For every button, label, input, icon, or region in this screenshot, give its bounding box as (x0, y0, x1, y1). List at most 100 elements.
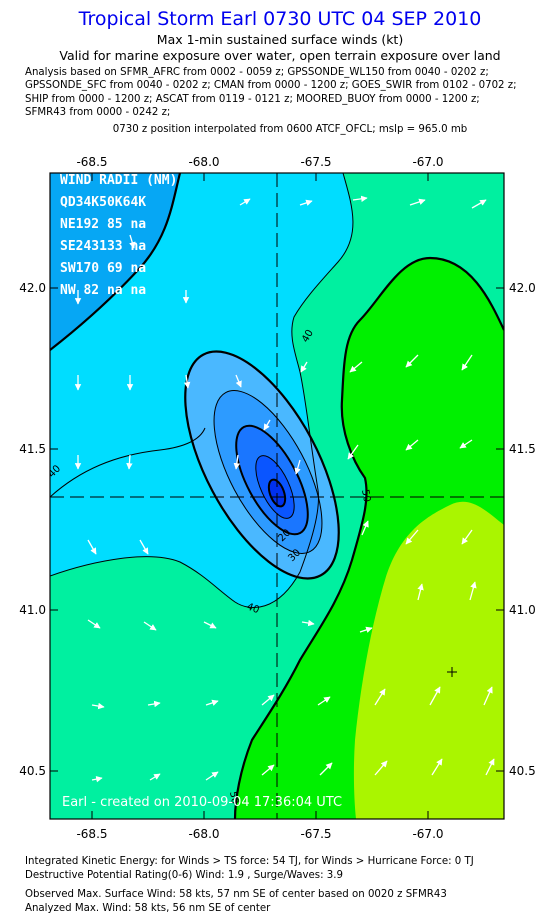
position-line: 0730 z position interpolated from 0600 A… (112, 124, 468, 135)
lon-tick-label-bottom: -67.0 (412, 827, 443, 840)
wind-vector-arrow (235, 374, 242, 388)
wind-vector-arrow (299, 199, 313, 206)
wind-vector-arrow (233, 454, 241, 470)
analysis-line: SHIP from 0000 - 1200 z; ASCAT from 0119… (25, 93, 480, 105)
contour-core-20 (235, 424, 309, 536)
wind-vector-arrow (347, 444, 359, 460)
creation-watermark: Earl - created on 2010-09-04 17:36:04 UT… (62, 795, 342, 810)
map-subtitle: Max 1-min sustained surface winds (kt) (156, 32, 404, 47)
wind-vector-arrow (263, 419, 271, 431)
wind-vector-arrow (147, 700, 161, 708)
wind-radii-line: SE243133 na (60, 239, 146, 254)
wind-vector-arrow (483, 686, 493, 706)
wind-vector-arrow (294, 459, 301, 475)
lat-tick-label-right: 42.0 (509, 281, 536, 295)
wind-radii-line: NE192 85 na (60, 217, 146, 232)
wind-vector-arrow (301, 619, 315, 627)
lon-tick-label-top: -68.0 (188, 155, 219, 169)
wind-vector-arrow (205, 699, 219, 706)
lat-tick-label-left: 40.5 (19, 764, 46, 778)
contour-label: 40 (32, 249, 45, 263)
wind-vector-arrow (405, 529, 419, 545)
wind-vector-arrow (317, 696, 331, 706)
wind-vector-arrow (300, 361, 308, 373)
wind-vector-arrow (319, 762, 333, 776)
observed-max-line: Observed Max. Surface Wind: 58 kts, 57 n… (25, 889, 447, 900)
wind-vector-arrow (87, 539, 97, 555)
wind-field: 40 40 40 50 20 30 40 50 WIND RADII (NM) … (32, 173, 504, 819)
plot-frame (49, 172, 505, 820)
wind-vector-arrow (361, 520, 369, 536)
wind-vector-arrow (261, 764, 275, 776)
wind-vector-arrow (461, 529, 473, 545)
analysis-line: GPSSONDE_SFC from 0040 - 0202 z; CMAN fr… (25, 80, 517, 92)
lat-tick-label-right: 40.5 (509, 764, 536, 778)
map-title: Tropical Storm Earl 0730 UTC 04 SEP 2010 (78, 8, 482, 30)
wind-vector-arrow (239, 198, 251, 206)
contour-label: 50 (359, 489, 372, 503)
wind-vector-arrow (359, 626, 373, 633)
contour-core-25 (213, 390, 323, 554)
wind-vector-arrow (126, 454, 133, 470)
wind-vectors (74, 195, 495, 783)
zone-below-30kt (50, 173, 180, 350)
lon-tick-label-top: -67.0 (412, 155, 443, 169)
contour-core-30 (184, 350, 340, 580)
contour-50 (233, 256, 504, 819)
zone-60kt-plus (353, 501, 504, 819)
lat-tick-label-left: 41.5 (19, 442, 46, 456)
wind-vector-arrow (471, 199, 487, 209)
wind-vector-arrow (183, 374, 191, 389)
lat-tick-label-right: 41.5 (509, 442, 536, 456)
wind-vector-arrow (485, 758, 495, 776)
max-wind-marker (447, 667, 457, 677)
wind-vector-arrow (143, 621, 157, 631)
wind-radii-line: SW170 69 na (60, 261, 146, 276)
lon-tick-label-bottom: -67.5 (300, 827, 331, 840)
dpr-line: Destructive Potential Rating(0-6) Wind: … (25, 870, 343, 881)
wind-vector-arrow (87, 619, 101, 629)
wind-vector-arrow (431, 758, 443, 776)
contour-40-west (50, 427, 206, 498)
wind-vector-arrow (91, 775, 103, 783)
wind-analysis-map: 40 40 40 50 20 30 40 50 WIND RADII (NM) … (19, 155, 536, 840)
wind-vector-arrow (374, 760, 388, 776)
wind-vector-arrow (205, 771, 219, 781)
wind-vector-arrow (409, 198, 426, 206)
lat-tick-label-right: 41.0 (509, 603, 536, 617)
lat-tick-label-left: 42.0 (19, 281, 46, 295)
wind-radii-line: NW 82 na na (60, 283, 146, 298)
lon-tick-label-top: -67.5 (300, 155, 331, 169)
contour-30 (50, 173, 182, 351)
lon-tick-label-top: -68.5 (76, 155, 107, 169)
analysis-sources: Analysis based on SFMR_AFRC from 0002 - … (25, 66, 555, 120)
wind-vector-arrow (129, 234, 136, 249)
wind-vector-arrow (349, 361, 363, 373)
contour-label: 40 (245, 601, 261, 616)
wind-vector-arrow (417, 583, 424, 601)
wind-vector-arrow (352, 195, 368, 203)
wind-vector-arrow (405, 354, 419, 368)
wind-vector-arrow (149, 773, 161, 781)
wind-vector-arrow (374, 688, 386, 706)
contour-40 (50, 173, 354, 608)
wind-vector-arrow (91, 702, 105, 710)
lon-tick-label-bottom: -68.5 (76, 827, 107, 840)
analyzed-max-line: Analyzed Max. Wind: 58 kts, 56 nm SE of … (25, 903, 271, 914)
wind-radii-table: WIND RADII (NM) QD34K50K64K NE192 85 na … (60, 173, 177, 298)
valid-line: Valid for marine exposure over water, op… (59, 48, 501, 63)
wind-vector-arrow (261, 694, 275, 706)
lat-tick-label-left: 41.0 (19, 603, 46, 617)
contour-core-15 (255, 455, 295, 519)
contour-label: 50 (227, 791, 240, 805)
analysis-line: Analysis based on SFMR_AFRC from 0002 - … (25, 67, 489, 78)
lon-tick-label-bottom: -68.0 (188, 827, 219, 840)
wind-radii-line: WIND RADII (NM) (60, 173, 177, 188)
wind-vector-arrow (469, 581, 477, 601)
analysis-line: SFMR43 from 0000 - 0242 z; (25, 107, 171, 119)
wind-vector-arrow (203, 621, 217, 629)
wind-vector-arrow (405, 439, 419, 451)
wind-vector-arrow (139, 539, 149, 555)
wind-vector-arrow (461, 354, 473, 371)
wind-vector-arrow (429, 686, 441, 706)
